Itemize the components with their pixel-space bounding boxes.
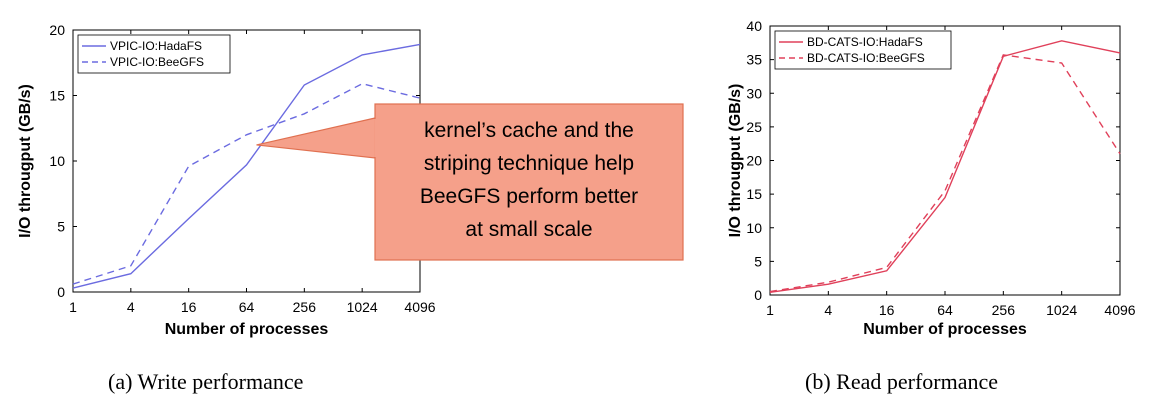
x-tick-label: 4096 — [1104, 302, 1135, 318]
y-tick-label: 10 — [746, 220, 762, 236]
figure-caption: (a) Write performance — [108, 369, 303, 394]
y-tick-label: 15 — [49, 88, 65, 104]
x-tick-label: 64 — [239, 299, 255, 315]
legend-label: VPIC-IO:HadaFS — [110, 39, 202, 53]
callout-text-line: striping technique help — [424, 152, 634, 175]
y-axis-title: I/O througput (GB/s) — [727, 84, 744, 238]
y-tick-label: 25 — [746, 119, 762, 135]
y-axis-title: I/O througput (GB/s) — [17, 84, 34, 238]
write-performance-chart: 1 4 16 64 256 1024 4096 0 5 10 15 20 Number of proce… — [17, 22, 436, 394]
callout-box — [374, 103, 684, 261]
x-tick-label: 16 — [879, 302, 895, 318]
x-tick-label: 4 — [824, 302, 832, 318]
y-tick-label: 5 — [57, 219, 65, 235]
y-tick-label: 30 — [746, 85, 762, 101]
callout-seam — [374, 119, 378, 157]
y-tick-label: 35 — [746, 52, 762, 68]
legend-label: BD-CATS-IO:HadaFS — [807, 35, 923, 49]
x-tick-label: 1024 — [347, 299, 378, 315]
x-axis-title: Number of processes — [165, 321, 329, 338]
x-tick-label: 256 — [293, 299, 317, 315]
y-tick-label: 0 — [754, 287, 762, 303]
series-line-beegfs — [72, 82, 421, 285]
y-tick-label: 20 — [49, 22, 65, 38]
callout-text-line: BeeGFS perform better — [420, 185, 638, 208]
x-tick-label: 256 — [992, 302, 1016, 318]
figure-caption: (b) Read performance — [805, 369, 998, 394]
annotation-callout: kernel’s cache and the striping technique… — [256, 103, 684, 261]
x-tick-label: 1 — [766, 302, 774, 318]
read-performance-chart: 1 4 16 64 256 1024 4096 0 5 10 15 20 25 30 35 40 Number … — [727, 18, 1136, 394]
x-tick-label: 1 — [69, 299, 77, 315]
series-line-hadafs — [72, 43, 421, 289]
legend-box — [77, 34, 231, 74]
y-tick-label: 0 — [57, 284, 65, 300]
y-tick-label: 10 — [49, 153, 65, 169]
y-tick-label: 15 — [746, 186, 762, 202]
x-tick-label: 4096 — [404, 299, 435, 315]
x-tick-label: 4 — [127, 299, 135, 315]
callout-pointer — [256, 117, 376, 159]
callout-text-line: kernel’s cache and the — [424, 119, 634, 142]
y-tick-label: 20 — [746, 153, 762, 169]
callout-text-line: at small scale — [465, 218, 592, 241]
x-axis-title: Number of processes — [863, 321, 1027, 338]
legend-box — [774, 30, 952, 70]
series-line-hadafs — [769, 40, 1121, 293]
legend-label: BD-CATS-IO:BeeGFS — [807, 51, 925, 65]
x-tick-label: 1024 — [1046, 302, 1077, 318]
x-tick-label: 16 — [181, 299, 197, 315]
x-tick-label: 64 — [937, 302, 953, 318]
y-tick-label: 5 — [754, 253, 762, 269]
series-line-beegfs — [769, 54, 1121, 293]
y-tick-label: 40 — [746, 18, 762, 34]
legend-label: VPIC-IO:BeeGFS — [110, 55, 204, 69]
